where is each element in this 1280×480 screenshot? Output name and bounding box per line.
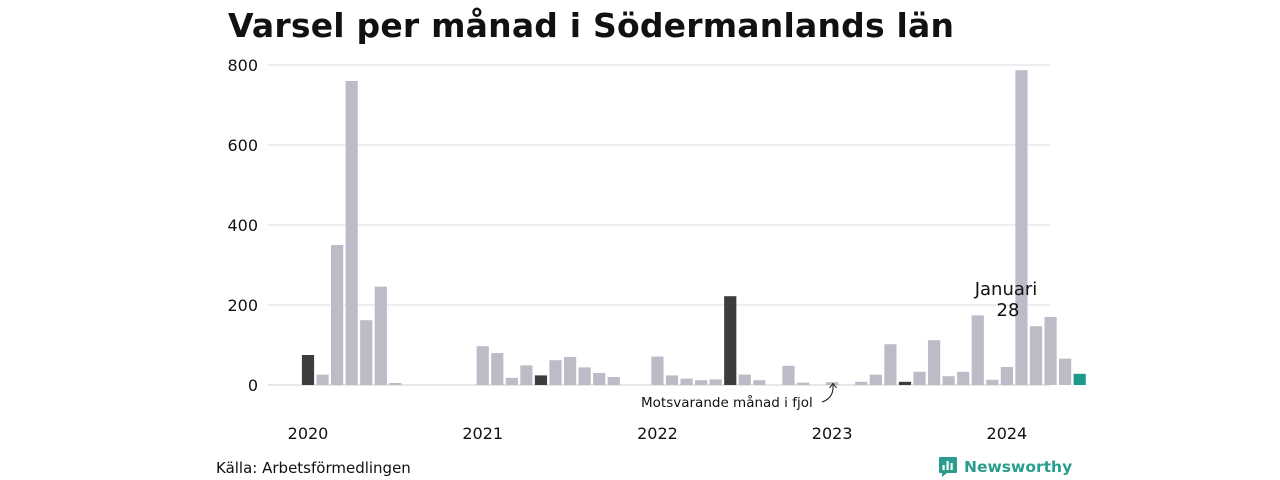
- annotations: Januari 28 Motsvarande månad i fjol: [641, 279, 1037, 411]
- bar-2020-01: [301, 355, 315, 385]
- bar-undefined: [1059, 358, 1072, 385]
- y-tick-label: 800: [227, 56, 258, 75]
- bar-2020-04: [345, 81, 358, 385]
- bar-2023-07: [913, 371, 926, 385]
- bar-2021-09: [593, 373, 606, 385]
- newsworthy-chart-icon: [939, 457, 957, 477]
- bar-2023-06: [898, 381, 912, 385]
- bar-2022-03: [680, 378, 693, 385]
- bar-2023-11: [971, 315, 984, 385]
- bar-2021-02: [491, 353, 504, 385]
- y-tick-label: 200: [227, 296, 258, 315]
- bar-2023-04: [869, 374, 882, 385]
- y-tick-label: 600: [227, 136, 258, 155]
- source-note: Källa: Arbetsförmedlingen: [216, 459, 411, 477]
- bar-2021-03: [505, 377, 518, 385]
- x-tick-label: 2022: [637, 424, 678, 443]
- bar-2021-05: [534, 375, 548, 385]
- bar-2023-10: [957, 371, 970, 385]
- x-tick-label: 2021: [462, 424, 503, 443]
- previous-year-arrow: [821, 384, 834, 403]
- bar-2022-01: [651, 356, 664, 385]
- bar-2021-01: [476, 346, 489, 385]
- x-axis-tick-labels: 2020 2021 2022 2023 2024: [288, 424, 1028, 443]
- bar-2022-08: [753, 380, 766, 385]
- bar-2022-05: [709, 379, 722, 385]
- bar-2021-04: [520, 365, 533, 385]
- x-tick-label: 2023: [812, 424, 853, 443]
- current-month-value: 28: [997, 300, 1020, 321]
- bar-2023-01: [826, 382, 839, 385]
- bar-2022-04: [695, 380, 708, 385]
- bar-2023-03: [855, 381, 868, 385]
- bars: [301, 70, 1086, 385]
- bar-2021-10: [607, 377, 620, 385]
- bar-2023-08: [927, 340, 941, 385]
- bar-undefined: [1029, 326, 1043, 385]
- bar-2022-07: [738, 374, 751, 385]
- y-axis-tick-labels: 0 200 400 600 800: [227, 56, 258, 395]
- bar-2020-02: [316, 374, 329, 385]
- chart-title: Varsel per månad i Södermanlands län: [228, 6, 955, 45]
- bar-2021-07: [563, 357, 577, 385]
- previous-year-arrowhead: [829, 382, 837, 389]
- bar-2020-07: [389, 383, 402, 385]
- y-tick-label: 0: [248, 376, 258, 395]
- bar-2023-12: [986, 379, 999, 385]
- x-tick-label: 2020: [288, 424, 329, 443]
- bar-2022-02: [665, 375, 679, 385]
- x-tick-label: 2024: [987, 424, 1028, 443]
- bar-2022-06: [724, 296, 737, 385]
- bar-2020-05: [360, 320, 373, 385]
- brand-name: Newsworthy: [964, 458, 1073, 476]
- bar-2020-06: [374, 286, 387, 385]
- bar-undefined: [1015, 70, 1028, 385]
- y-tick-label: 400: [227, 216, 258, 235]
- newsworthy-logo[interactable]: Newsworthy: [938, 456, 1072, 478]
- previous-year-label: Motsvarande månad i fjol: [641, 394, 813, 411]
- bar-undefined: [1044, 317, 1057, 385]
- bar-2022-11: [796, 382, 810, 385]
- bar-2021-08: [578, 367, 591, 385]
- bar-undefined: [1073, 373, 1086, 385]
- bar-2020-03: [331, 245, 344, 385]
- bar-2021-06: [549, 360, 562, 385]
- current-month-label: Januari: [974, 279, 1038, 300]
- bar-2024-01: [1000, 367, 1013, 385]
- bar-2023-05: [884, 344, 897, 385]
- bar-2023-09: [942, 376, 955, 385]
- bar-2022-10: [782, 365, 795, 385]
